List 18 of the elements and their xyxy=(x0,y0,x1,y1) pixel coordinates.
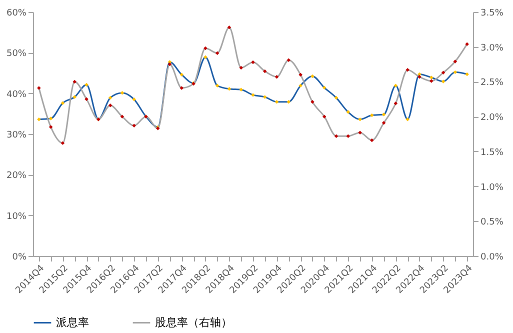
legend-label: 股息率（右轴） xyxy=(155,316,232,329)
line-series xyxy=(37,55,469,129)
y2-tick-label: 1.0% xyxy=(480,182,504,193)
y-tick-label: 60% xyxy=(6,8,27,18)
y2-tick-label: 3.0% xyxy=(480,43,504,54)
y-tick-label: 0% xyxy=(12,252,27,262)
y2-tick-label: 2.0% xyxy=(480,113,504,124)
legend-label: 派息率 xyxy=(56,316,89,329)
y-tick-label: 30% xyxy=(6,130,27,140)
y2-tick-label: 3.5% xyxy=(480,8,504,18)
y-tick-label: 10% xyxy=(6,212,27,222)
y2-tick-label: 0.0% xyxy=(480,252,504,262)
y-tick-label: 40% xyxy=(6,90,27,100)
y2-tick-label: 1.5% xyxy=(480,148,504,158)
y-tick-label: 50% xyxy=(6,49,27,60)
y2-tick-label: 0.5% xyxy=(480,218,504,228)
y2-tick-label: 2.5% xyxy=(480,78,504,88)
y-tick-label: 20% xyxy=(6,171,27,182)
